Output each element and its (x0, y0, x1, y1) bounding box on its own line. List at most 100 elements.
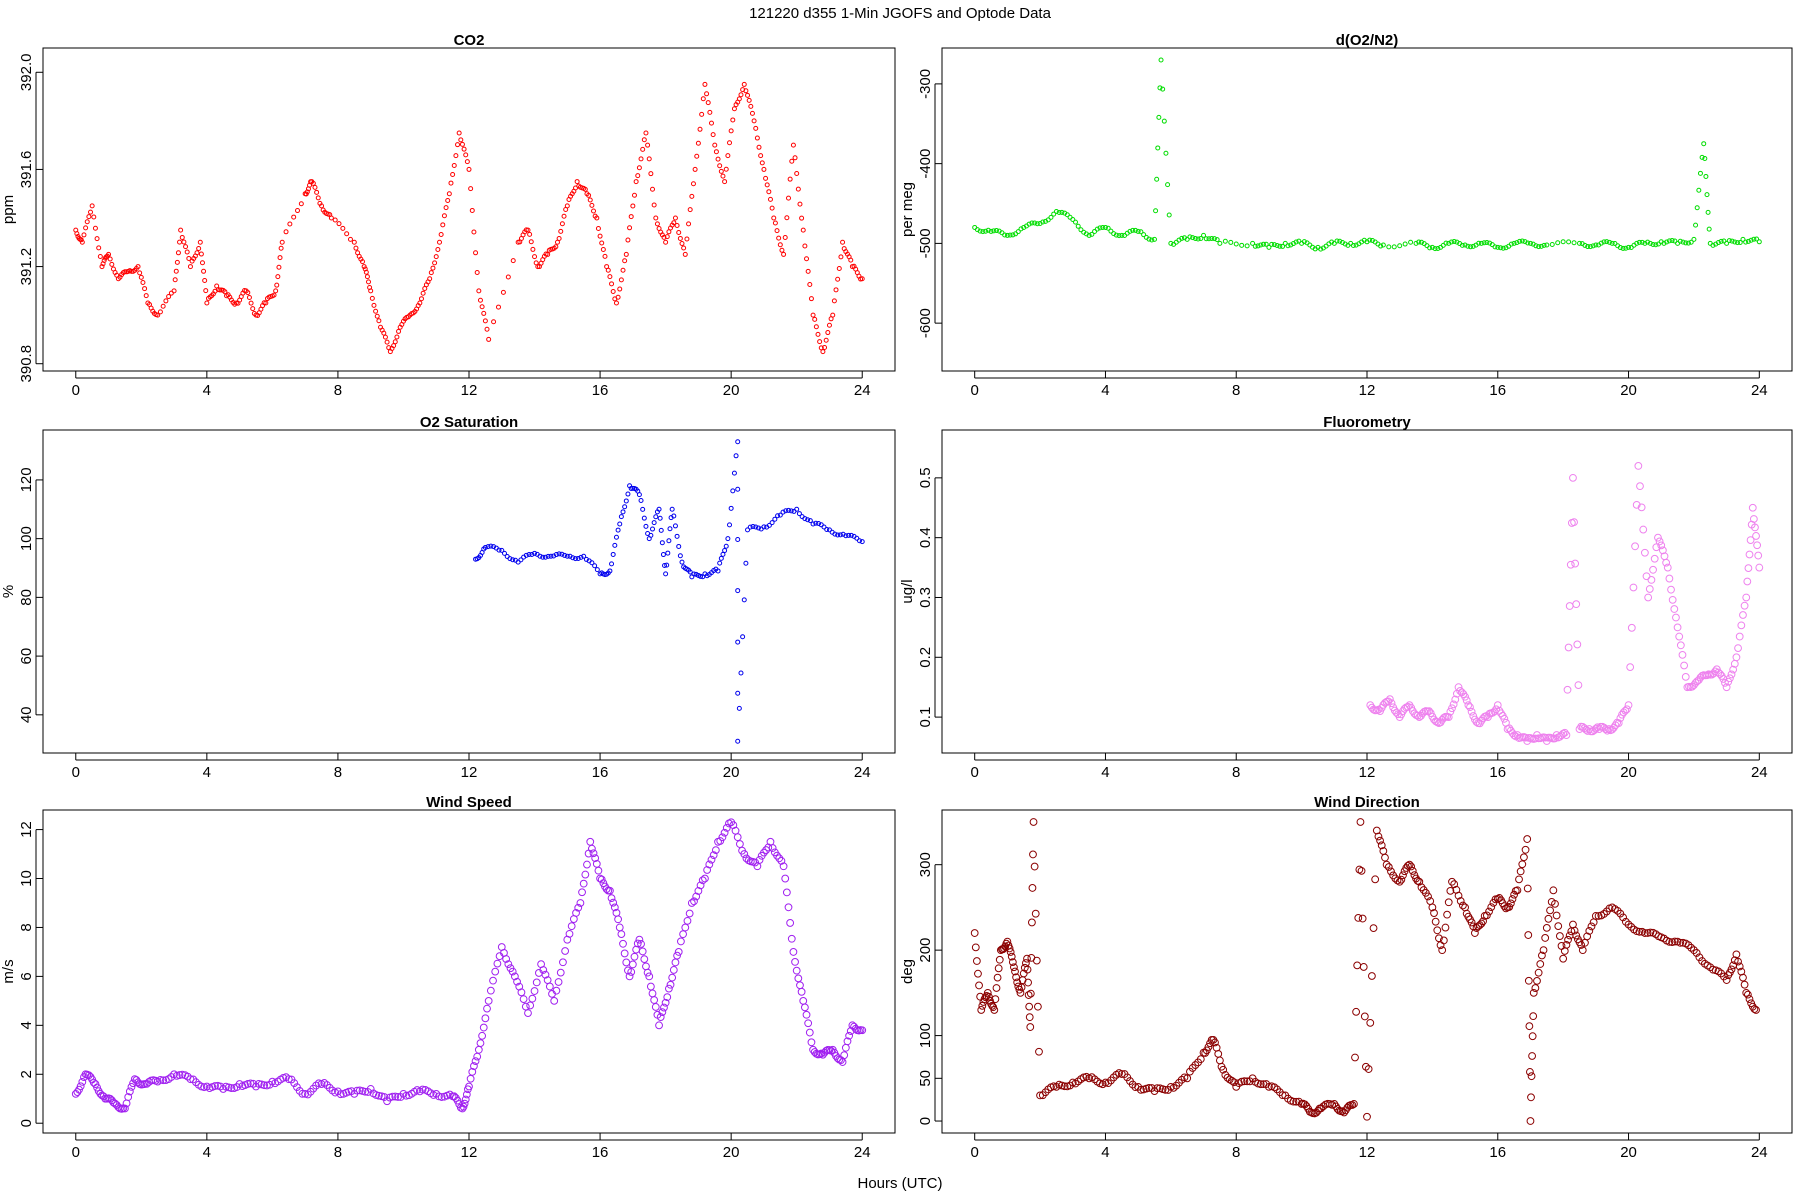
wind-direction-data-point (1482, 911, 1491, 920)
do2n2-data-point (1492, 244, 1498, 250)
o2-saturation-data-point (824, 527, 830, 533)
o2-saturation-data-point (735, 690, 741, 696)
wind-speed-data-point (521, 1002, 530, 1011)
do2n2-data-point (1228, 239, 1234, 245)
do2n2-data-point (1718, 238, 1724, 244)
wind-speed-data-point (617, 930, 626, 939)
wind-speed-data-point (211, 1082, 219, 1090)
wind-direction-data-point (1196, 1055, 1205, 1064)
o2-saturation-data-point (674, 533, 680, 539)
wind-speed-y-tick-label: 2 (18, 1070, 35, 1078)
co2-data-point (725, 153, 731, 159)
o2-saturation-data-point (653, 514, 659, 520)
o2-saturation-data-point (592, 563, 598, 569)
do2n2-data-point (1549, 241, 1555, 247)
wind-speed-data-point (751, 858, 760, 867)
fluorometry-data-point (1734, 644, 1742, 653)
wind-speed-data-point (701, 874, 709, 883)
co2-data-point (194, 250, 200, 256)
o2-saturation-data-point (640, 506, 646, 512)
wind-direction-data-point (1430, 909, 1438, 917)
co2-data-point (363, 269, 369, 275)
co2-data-point (813, 324, 819, 330)
wind-direction-data-point (1384, 863, 1393, 871)
co2-data-point (817, 339, 823, 345)
do2n2-title: d(O2/N2) (1336, 32, 1399, 49)
wind-speed-data-point (841, 1043, 850, 1052)
o2-saturation-panel: O2 Saturation 0 4 8 12 16 20 24 40 60 80 100 120% (0, 414, 896, 781)
wind-speed-data-point (189, 1075, 198, 1084)
co2-data-point (805, 268, 811, 274)
co2-data-point (381, 330, 387, 336)
wind-direction-data-point (1424, 892, 1432, 901)
co2-data-point (92, 225, 98, 231)
fluorometry-data-point (1743, 577, 1752, 586)
wind-speed-data-point (192, 1078, 200, 1087)
co2-data-point (453, 153, 459, 159)
co2-data-point (461, 146, 467, 152)
wind-speed-data-point (491, 967, 500, 976)
wind-speed-data-point (656, 1013, 665, 1021)
wind-direction-data-point (1643, 929, 1652, 937)
wind-speed-data-point (458, 1104, 467, 1113)
wind-speed-data-point (167, 1073, 176, 1081)
co2-data-point (772, 220, 778, 226)
fluorometry-data-point (1566, 560, 1575, 569)
do2n2-data-point (1089, 231, 1095, 237)
wind-speed-data-point (476, 1039, 485, 1048)
do2n2-data-point (1408, 239, 1414, 245)
wind-direction-data-point (993, 973, 1002, 982)
do2n2-data-point (1729, 238, 1735, 244)
wind-speed-data-point (645, 972, 654, 981)
o2-saturation-data-point (523, 552, 529, 558)
o2-saturation-y-tick-label: 120 (18, 467, 35, 492)
wind-direction-data-point (1690, 946, 1698, 955)
wind-speed-data-point (344, 1087, 353, 1096)
do2n2-data-point (1160, 86, 1166, 92)
do2n2-data-point (1217, 240, 1223, 246)
wind-direction-data-point (1399, 871, 1407, 880)
do2n2-data-point (1617, 245, 1623, 251)
wind-direction-y-axis-label: deg (899, 959, 916, 984)
o2-saturation-data-point (612, 542, 618, 548)
o2-saturation-data-point (735, 588, 741, 594)
co2-data-point (633, 179, 639, 185)
co2-data-point (625, 237, 631, 243)
co2-data-point (627, 225, 633, 231)
do2n2-data-point (1677, 238, 1683, 244)
wind-speed-data-point (638, 947, 647, 956)
wind-speed-data-point (121, 1104, 129, 1113)
wind-speed-data-point (465, 1082, 473, 1091)
wind-speed-data-point (73, 1088, 82, 1096)
do2n2-data-point (1100, 224, 1106, 230)
fluorometry-data-point (1565, 602, 1574, 610)
wind-speed-title: Wind Speed (426, 794, 512, 811)
fluorometry-data-point (1665, 574, 1674, 583)
co2-data-point (314, 189, 320, 195)
wind-direction-data-point (1368, 972, 1376, 980)
fluorometry-data-point (1662, 558, 1671, 567)
do2n2-data-point (1149, 237, 1155, 243)
co2-data-point (443, 205, 449, 211)
wind-speed-y-tick-label: 12 (18, 821, 35, 838)
wind-speed-data-point (526, 1001, 535, 1010)
fluorometry-y-tick-label: 0.5 (917, 467, 934, 488)
co2-data-point (782, 235, 788, 241)
co2-data-point (140, 279, 146, 285)
co2-data-point (96, 245, 102, 251)
do2n2-data-point (1211, 236, 1217, 242)
wind-speed-data-point (78, 1078, 87, 1086)
wind-direction-data-point (1646, 928, 1655, 937)
wind-speed-data-point (782, 888, 791, 897)
do2n2-data-point (1604, 239, 1610, 245)
wind-direction-data-point (1743, 990, 1752, 999)
wind-direction-data-point (1211, 1038, 1219, 1047)
wind-speed-data-point (683, 916, 692, 925)
co2-data-point (196, 246, 202, 252)
o2-saturation-data-point (548, 553, 554, 559)
do2n2-data-point (1130, 227, 1136, 233)
wind-speed-data-point (755, 856, 764, 864)
co2-data-point (74, 231, 80, 237)
o2-saturation-y-tick-label: 80 (18, 589, 35, 606)
